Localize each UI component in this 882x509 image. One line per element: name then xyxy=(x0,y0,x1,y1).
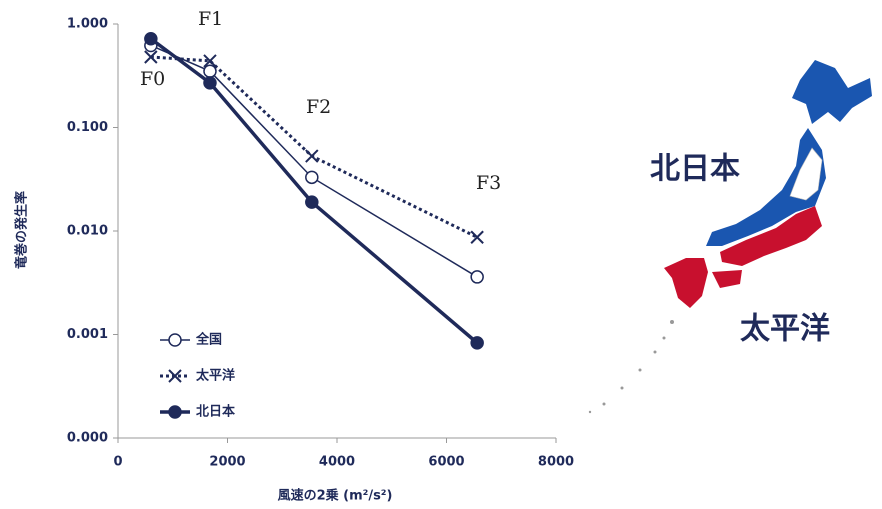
legend-marker xyxy=(168,405,182,419)
point xyxy=(305,170,319,185)
series-line xyxy=(150,55,478,239)
x-tick-label: 2000 xyxy=(209,455,245,470)
series-line xyxy=(149,37,479,345)
annotation: F0 xyxy=(140,68,165,90)
point xyxy=(470,336,484,350)
y-tick-label: 0.010 xyxy=(67,224,108,239)
x-axis-label: 風速の2乗 (m²/s²) xyxy=(278,488,393,504)
annotation: F3 xyxy=(476,172,501,194)
x-tick-label: 0 xyxy=(113,455,122,470)
y-tick-label: 0.100 xyxy=(67,120,108,135)
point xyxy=(470,230,484,244)
series-line xyxy=(150,44,478,278)
legend-marker xyxy=(168,369,182,383)
x-tick-label: 8000 xyxy=(538,455,574,470)
y-tick-label: 0.001 xyxy=(67,327,108,342)
y-axis-label: 竜巻の発生率 xyxy=(14,191,30,269)
legend-label: 全国 xyxy=(195,332,222,348)
point xyxy=(144,32,158,46)
y-tick-label: 1.000 xyxy=(67,17,108,32)
point xyxy=(203,76,217,90)
annotation: F2 xyxy=(306,96,331,118)
legend-label: 北日本 xyxy=(196,404,235,420)
kyushu xyxy=(664,258,708,308)
x-tick-label: 4000 xyxy=(319,455,355,470)
y-tick-label: 0.000 xyxy=(67,431,108,446)
legend-label: 太平洋 xyxy=(195,368,235,384)
point xyxy=(305,149,319,163)
japan-map xyxy=(588,60,872,414)
shikoku xyxy=(712,270,742,288)
point xyxy=(203,64,217,78)
point xyxy=(203,54,217,68)
x-tick-label: 6000 xyxy=(428,455,464,470)
islands xyxy=(588,320,674,414)
pacific-side xyxy=(720,206,822,266)
point xyxy=(305,195,319,209)
hokkaido xyxy=(792,60,872,124)
legend-marker xyxy=(168,333,182,347)
annotation: F1 xyxy=(198,8,223,30)
point xyxy=(470,270,484,284)
map-label: 北日本 xyxy=(650,152,740,187)
point xyxy=(144,50,158,64)
honshu-inner xyxy=(789,147,823,201)
map-label: 太平洋 xyxy=(740,312,830,347)
